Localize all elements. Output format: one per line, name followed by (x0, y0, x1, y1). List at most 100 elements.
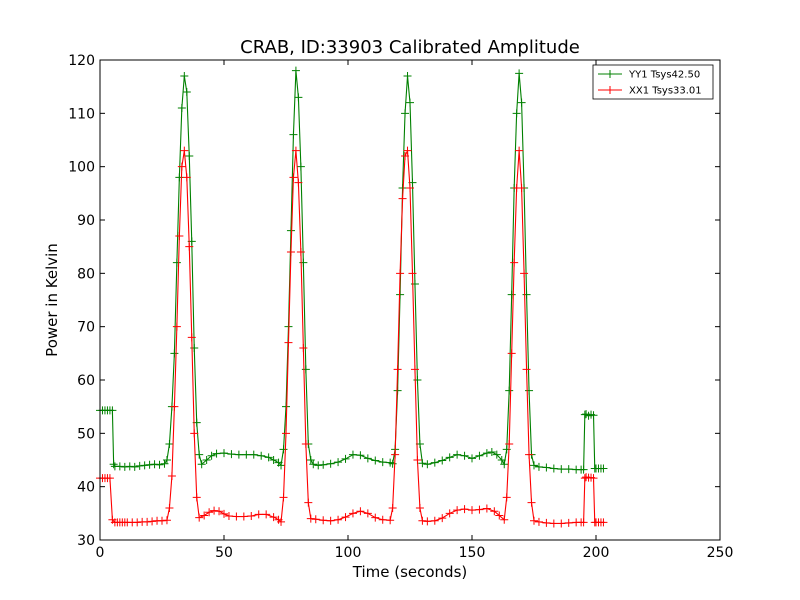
chart-title: CRAB, ID:33903 Calibrated Amplitude (240, 37, 580, 58)
data-point-marker (301, 440, 310, 448)
data-point-marker (284, 338, 293, 347)
data-point-marker (418, 459, 427, 468)
data-point-marker (215, 507, 224, 516)
data-point-marker (185, 242, 194, 251)
y-tick-label: 100 (68, 160, 95, 176)
data-point-marker (445, 509, 454, 518)
data-point-marker (525, 450, 534, 459)
data-point-marker (257, 451, 266, 460)
data-point-marker (296, 162, 305, 171)
series-2 (96, 146, 608, 528)
data-point-marker (512, 109, 521, 118)
data-point-marker (269, 513, 278, 522)
data-point-marker (438, 514, 447, 523)
data-point-marker (517, 184, 526, 192)
data-point-marker (363, 509, 372, 518)
data-point-marker (220, 449, 228, 458)
data-point-marker (482, 449, 491, 458)
data-point-marker (599, 464, 608, 473)
data-point-marker (534, 517, 543, 526)
plot-frame (99, 59, 721, 541)
y-tick-label: 80 (77, 266, 95, 282)
data-point-marker (505, 386, 514, 395)
data-point-marker (530, 516, 538, 525)
y-tick-label: 50 (77, 426, 95, 442)
data-point-marker (247, 512, 256, 520)
data-point-marker (200, 511, 209, 520)
data-point-marker (386, 516, 395, 525)
data-point-marker (158, 516, 166, 525)
data-point-marker (507, 349, 516, 358)
x-tick-label: 50 (215, 545, 233, 561)
data-point-marker (172, 258, 181, 267)
legend-label: XX1 Tsys33.01 (629, 86, 702, 97)
data-point-marker (277, 461, 286, 470)
data-point-marker (197, 460, 206, 469)
data-point-marker (363, 454, 372, 463)
data-point-marker (579, 518, 588, 527)
data-point-marker (542, 463, 551, 472)
data-point-marker (495, 511, 504, 520)
data-point-marker (388, 459, 397, 468)
data-point-marker (579, 465, 588, 474)
data-point-marker (289, 130, 298, 139)
data-point-marker (190, 429, 199, 438)
data-point-marker (505, 440, 514, 448)
data-point-marker (311, 515, 320, 524)
data-point-marker (109, 460, 118, 469)
data-point-marker (175, 232, 184, 240)
data-point-marker (130, 462, 139, 471)
data-point-marker (269, 456, 278, 464)
data-point-marker (210, 506, 219, 515)
data-point-marker (170, 349, 179, 358)
y-tick-label: 120 (68, 53, 95, 69)
x-tick-label: 250 (707, 545, 734, 561)
data-point-marker (182, 173, 191, 182)
data-point-marker (115, 462, 124, 471)
data-point-marker (212, 449, 221, 458)
data-point-marker (282, 429, 290, 438)
data-point-marker (415, 504, 424, 512)
data-point-marker (170, 402, 179, 411)
data-point-marker (391, 450, 400, 459)
data-point-marker (175, 173, 184, 182)
legend-items: YY1 Tsys42.50 XX1 Tsys33.01 (598, 70, 702, 97)
data-point-marker (167, 472, 176, 480)
data-point-marker (177, 104, 186, 112)
data-point-marker (289, 173, 298, 182)
data-point-marker (177, 162, 186, 171)
data-point-marker (393, 365, 402, 374)
data-point-marker (291, 146, 300, 155)
data-point-marker (564, 518, 573, 527)
data-point-marker (301, 365, 310, 374)
data-point-marker (334, 515, 343, 524)
data-point-marker (220, 509, 228, 518)
data-point-marker (356, 451, 365, 460)
data-point-marker (262, 510, 271, 519)
data-point-marker (396, 269, 405, 278)
data-point-marker (232, 512, 241, 521)
data-point-marker (125, 462, 134, 471)
data-point-marker (286, 248, 295, 256)
data-point-marker (557, 519, 566, 528)
x-tick-label: 200 (583, 545, 610, 561)
series-1 (96, 66, 608, 474)
data-point-marker (534, 462, 543, 471)
data-point-marker (306, 514, 315, 523)
data-point-marker (185, 152, 194, 160)
data-point-marker (507, 290, 516, 299)
ticks-layer: 0 50 100 150 200 250 30 40 50 60 70 80 90 100 110 120 (68, 53, 733, 561)
data-point-marker (418, 516, 427, 525)
data-point-marker (306, 456, 315, 464)
legend-marker (606, 70, 614, 78)
data-point-marker (378, 458, 387, 467)
data-point-marker (242, 450, 251, 459)
data-point-marker (341, 513, 350, 522)
data-point-marker (143, 517, 152, 526)
y-tick-label: 70 (77, 320, 95, 336)
series-line (100, 70, 604, 471)
data-point-marker (502, 493, 511, 502)
legend-box (592, 64, 714, 100)
data-point-marker (264, 453, 273, 462)
data-point-marker (460, 505, 469, 514)
